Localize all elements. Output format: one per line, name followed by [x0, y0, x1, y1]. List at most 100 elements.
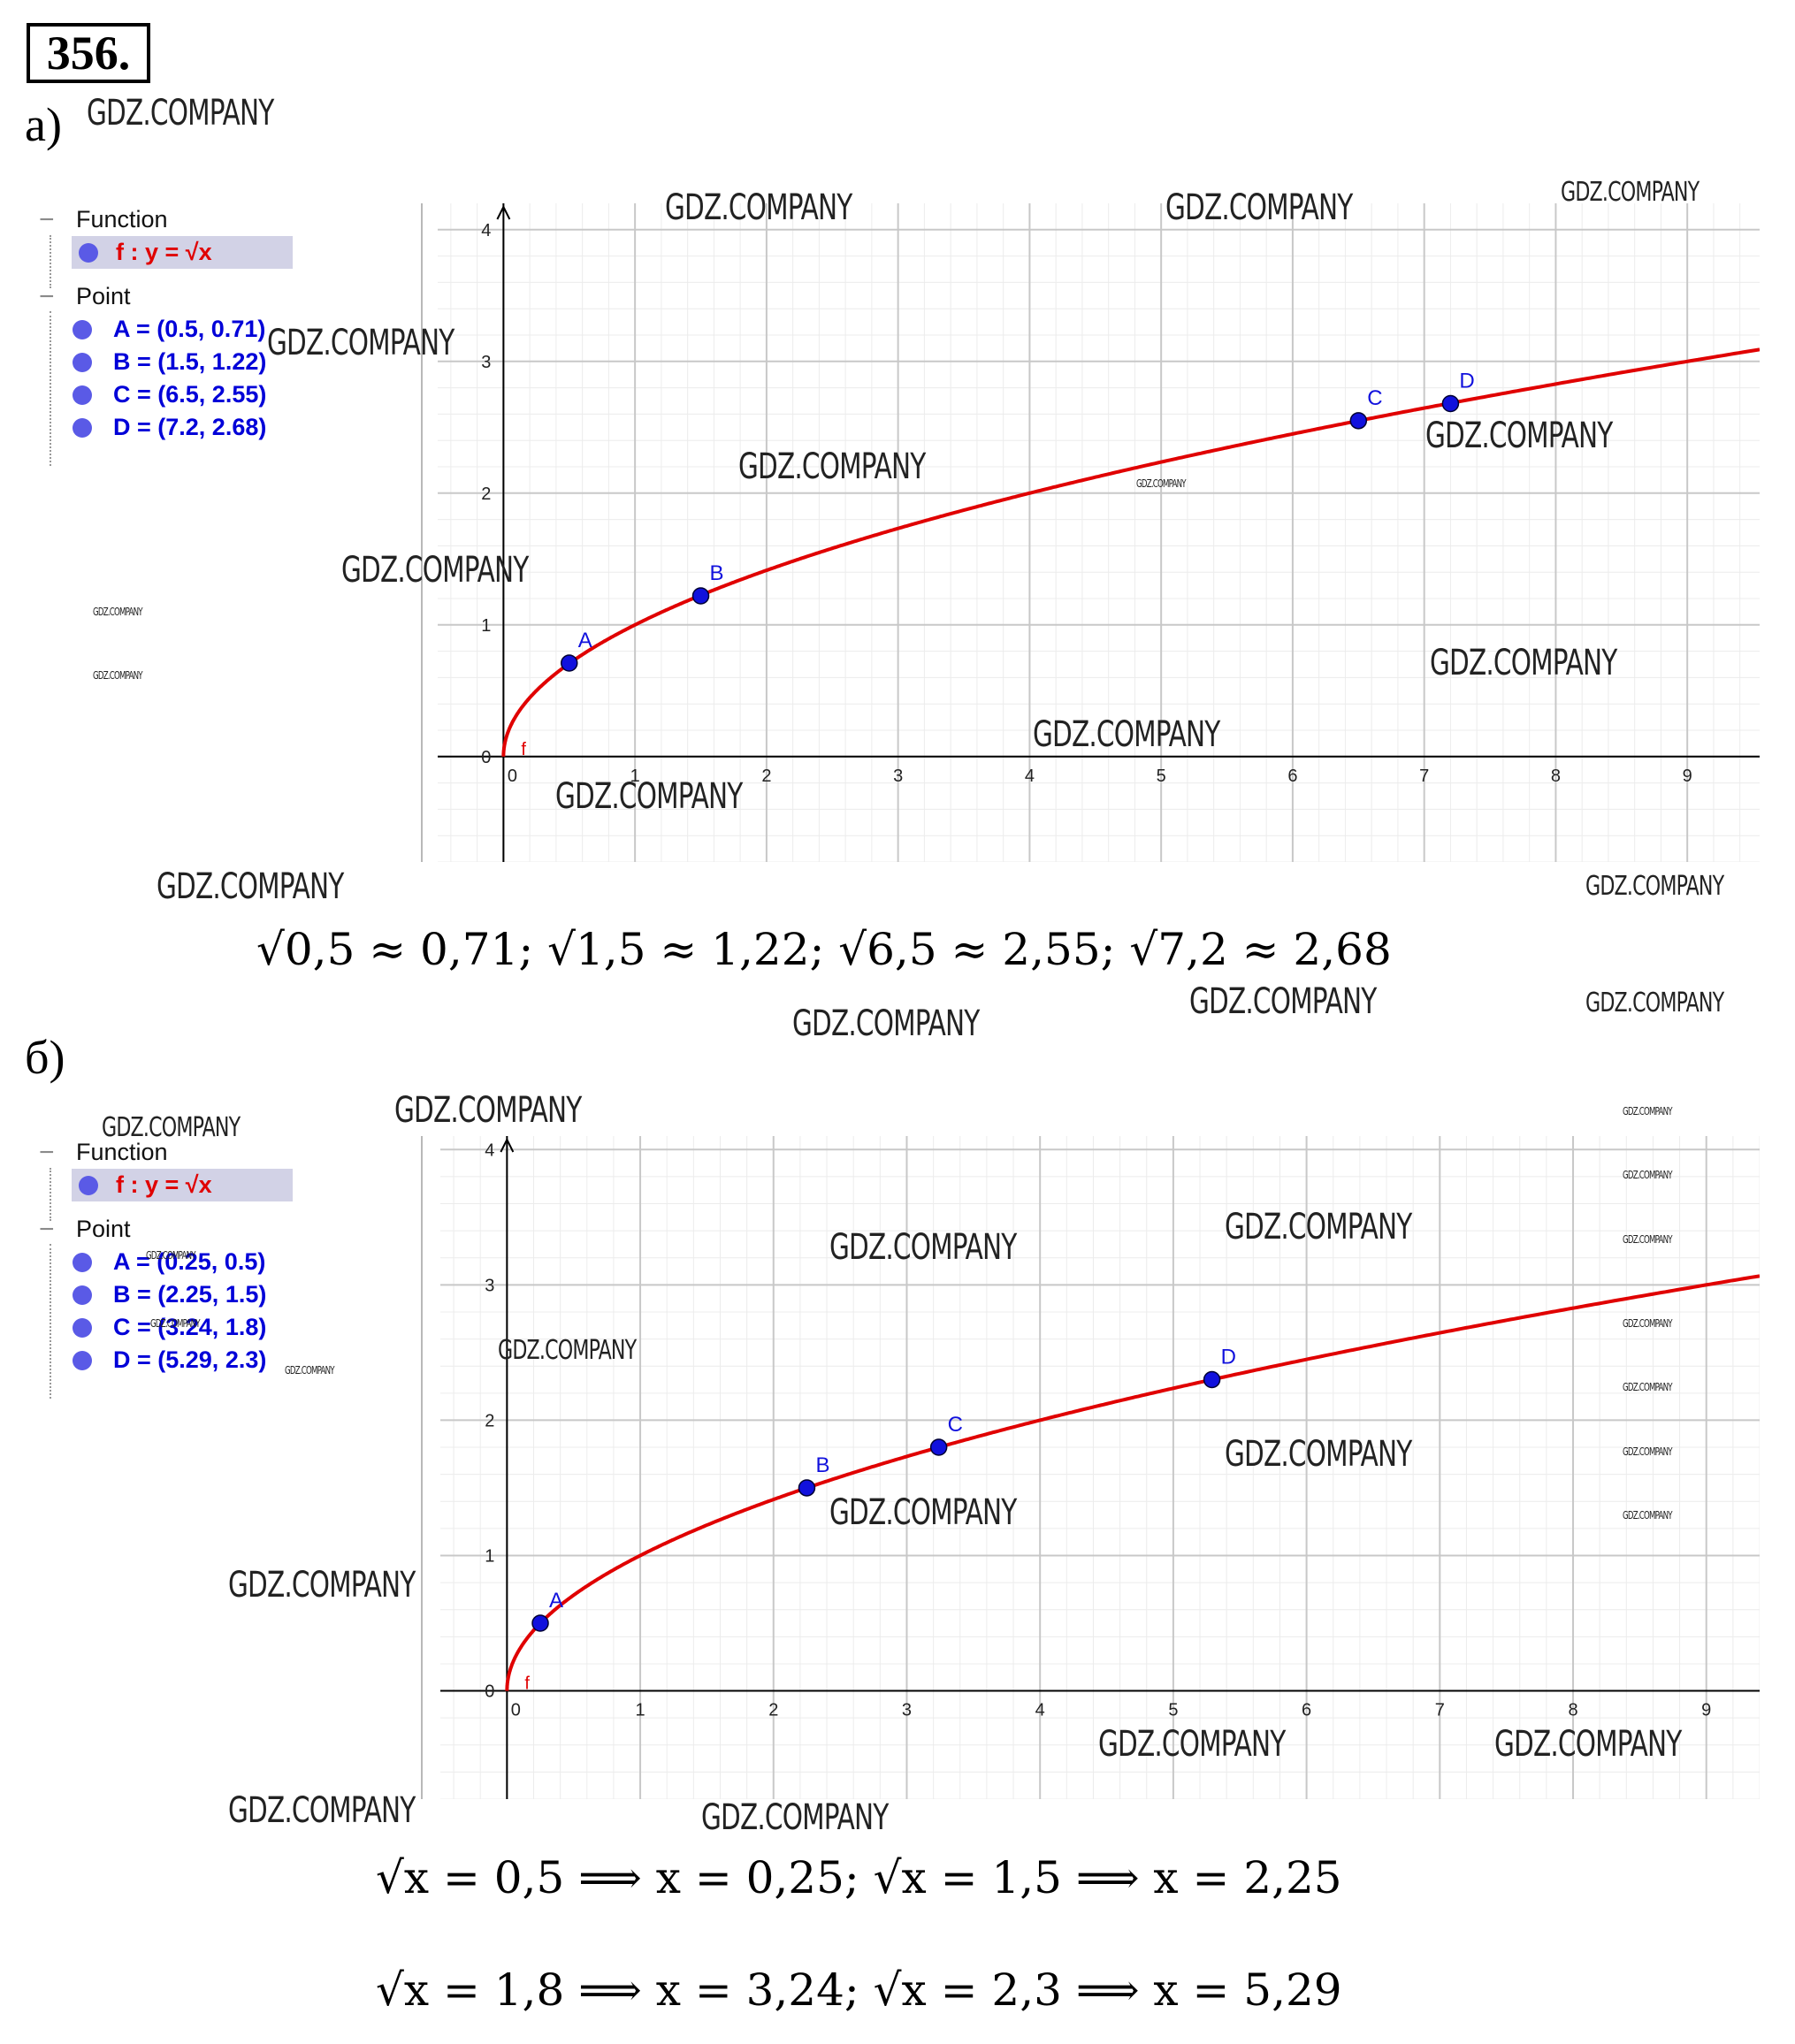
y-tick-label: 1 [485, 1546, 494, 1566]
watermark: GDZ.COMPANY [285, 1364, 335, 1377]
curve-label: f [524, 1674, 530, 1694]
collapse-icon[interactable]: − [39, 282, 55, 311]
collapse-icon[interactable]: − [39, 1215, 55, 1244]
graphics-view-b[interactable]: 0 1 2 3 4 5 6 7 8 9 0 1 2 3 4 f A B C D [440, 1136, 1760, 1799]
visibility-dot-icon[interactable] [79, 1176, 98, 1195]
point-group-a[interactable]: − Point [32, 280, 421, 313]
watermark: GDZ.COMPANY [1623, 1445, 1673, 1458]
point-label: D = (7.2, 2.68) [113, 414, 267, 440]
point-label: B = (2.25, 1.5) [113, 1281, 267, 1308]
graphics-view-a[interactable]: 0 1 2 3 4 5 6 7 8 9 0 1 2 3 4 f A B C D [438, 203, 1760, 862]
algebra-view-a: − Function f : y = √x − Point A = (0.5, … [32, 203, 423, 862]
y-tick-label: 0 [481, 748, 491, 767]
visibility-dot-icon[interactable] [73, 1253, 92, 1272]
watermark: GDZ.COMPANY [1623, 1509, 1673, 1522]
visibility-dot-icon[interactable] [73, 1351, 92, 1370]
y-tick-label: 2 [481, 484, 491, 504]
watermark: GDZ.COMPANY [1225, 1207, 1412, 1247]
function-curve [505, 1274, 1760, 1691]
point-group-b[interactable]: − Point [32, 1213, 421, 1246]
function-item-f[interactable]: f : y = √x [72, 1169, 293, 1201]
function-group-b[interactable]: − Function [32, 1136, 421, 1169]
watermark: GDZ.COMPANY [87, 93, 274, 133]
watermark: GDZ.COMPANY [341, 550, 529, 591]
watermark: GDZ.COMPANY [1033, 714, 1220, 755]
x-tick-label: 6 [1302, 1701, 1311, 1720]
x-tick-label: 4 [1035, 1701, 1045, 1720]
formula-b-2: √x = 1,8 ⟹ x = 3,24; √x = 2,3 ⟹ x = 5,29 [376, 1964, 1342, 2016]
point-header: Point [76, 1216, 131, 1242]
point-item-d[interactable]: D = (7.2, 2.68) [32, 411, 421, 444]
watermark: GDZ.COMPANY [1561, 177, 1700, 208]
watermark: GDZ.COMPANY [498, 1335, 637, 1366]
visibility-dot-icon[interactable] [73, 1318, 92, 1338]
watermark: GDZ.COMPANY [1623, 1169, 1673, 1181]
point-item-b[interactable]: B = (2.25, 1.5) [32, 1278, 421, 1311]
point-item-a[interactable]: A = (0.5, 0.71) [32, 313, 421, 346]
x-tick-label: 1 [635, 1701, 645, 1720]
x-tick-label: 7 [1419, 766, 1429, 786]
x-tick-label: 4 [1025, 766, 1035, 786]
watermark: GDZ.COMPANY [829, 1227, 1017, 1268]
x-tick-label: 6 [1287, 766, 1297, 786]
point-header: Point [76, 283, 131, 309]
visibility-dot-icon[interactable] [73, 385, 92, 405]
watermark: GDZ.COMPANY [93, 669, 143, 682]
y-tick-label: 3 [485, 1276, 494, 1295]
x-tick-label: 1 [630, 766, 640, 786]
data-point [1203, 1370, 1221, 1389]
x-tick-label: 7 [1435, 1701, 1445, 1720]
function-header: Function [76, 1139, 168, 1165]
visibility-dot-icon[interactable] [73, 353, 92, 372]
point-item-b[interactable]: B = (1.5, 1.22) [32, 346, 421, 378]
x-tick-label: 3 [893, 766, 903, 786]
point-item-c[interactable]: C = (6.5, 2.55) [32, 378, 421, 411]
data-point [929, 1438, 948, 1456]
point-label: C [1367, 386, 1382, 410]
x-tick-label: 9 [1683, 766, 1692, 786]
function-item-f[interactable]: f : y = √x [72, 236, 293, 269]
watermark: GDZ.COMPANY [1189, 981, 1377, 1022]
part-a-label: а) [25, 98, 62, 151]
point-label: C = (6.5, 2.55) [113, 381, 267, 408]
watermark: GDZ.COMPANY [1585, 988, 1724, 1018]
y-tick-label: 4 [485, 1140, 494, 1160]
watermark: GDZ.COMPANY [1623, 1105, 1673, 1117]
watermark: GDZ.COMPANY [1623, 1381, 1673, 1393]
x-tick-label: 0 [511, 1701, 521, 1720]
point-item-c[interactable]: C = (3.24, 1.8) [32, 1311, 421, 1344]
point-label: B = (1.5, 1.22) [113, 348, 267, 375]
formula-b-1: √x = 0,5 ⟹ x = 0,25; √x = 1,5 ⟹ x = 2,25 [376, 1852, 1342, 1903]
collapse-icon[interactable]: − [39, 1138, 55, 1167]
point-label: D = (5.29, 2.3) [113, 1346, 267, 1373]
watermark: GDZ.COMPANY [146, 1249, 196, 1262]
x-tick-label: 3 [902, 1701, 912, 1720]
watermark: GDZ.COMPANY [1136, 477, 1187, 490]
watermark: GDZ.COMPANY [1494, 1724, 1682, 1765]
y-tick-label: 1 [481, 616, 491, 636]
visibility-dot-icon[interactable] [73, 320, 92, 339]
data-point [1441, 394, 1460, 413]
function-group-a[interactable]: − Function [32, 203, 421, 236]
watermark: GDZ.COMPANY [1623, 1233, 1673, 1246]
data-point [561, 654, 578, 672]
visibility-dot-icon[interactable] [73, 1285, 92, 1305]
point-label: A [578, 629, 592, 652]
function-label: f : y = √x [116, 1171, 212, 1198]
visibility-dot-icon[interactable] [79, 243, 98, 263]
collapse-icon[interactable]: − [39, 205, 55, 234]
watermark: GDZ.COMPANY [1585, 871, 1724, 902]
y-tick-label: 4 [481, 221, 491, 240]
point-label: B [710, 561, 724, 585]
point-label: C [948, 1413, 963, 1437]
watermark: GDZ.COMPANY [102, 1112, 241, 1143]
data-point [531, 1614, 549, 1632]
watermark: GDZ.COMPANY [267, 323, 454, 363]
visibility-dot-icon[interactable] [73, 418, 92, 438]
point-item-a[interactable]: A = (0.25, 0.5) [32, 1246, 421, 1278]
function-header: Function [76, 206, 168, 233]
point-item-d[interactable]: D = (5.29, 2.3) [32, 1344, 421, 1377]
watermark: GDZ.COMPANY [701, 1797, 889, 1838]
watermark: GDZ.COMPANY [792, 1003, 980, 1044]
x-tick-label: 2 [768, 1701, 778, 1720]
